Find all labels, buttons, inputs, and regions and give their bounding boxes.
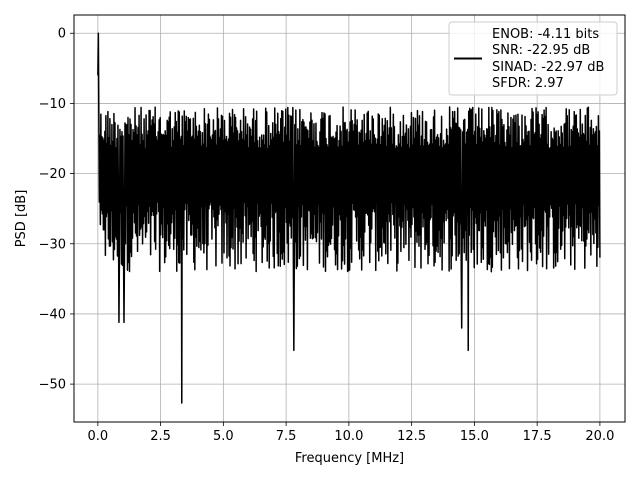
x-axis-label: Frequency [MHz]: [295, 451, 404, 466]
psd-trace-line: [97, 32, 601, 404]
y-axis-ticks: 0 −10 −20 −30 −40 −50: [39, 27, 74, 393]
psd-series: [97, 32, 601, 404]
y-tick-label: −10: [39, 97, 66, 112]
y-tick-label: 0: [58, 27, 66, 42]
y-tick-label: −50: [39, 378, 66, 393]
x-tick-label: 0.0: [88, 429, 109, 444]
legend-sfdr: SFDR: 2.97: [492, 76, 564, 91]
legend: ENOB: -4.11 bits SNR: -22.95 dB SINAD: -…: [448, 21, 618, 96]
y-tick-label: −20: [39, 167, 66, 182]
x-tick-label: 15.0: [460, 429, 489, 444]
legend-snr: SNR: -22.95 dB: [492, 43, 590, 58]
legend-box: [448, 21, 618, 96]
y-tick-label: −40: [39, 307, 66, 322]
x-tick-label: 2.5: [150, 429, 171, 444]
legend-enob: ENOB: -4.11 bits: [492, 27, 599, 42]
x-axis-ticks: 0.0 2.5 5.0 7.5 10.0 12.5 15.0 17.5 20.0: [88, 422, 614, 444]
x-tick-label: 5.0: [213, 429, 234, 444]
y-tick-label: −30: [39, 237, 66, 252]
x-tick-label: 20.0: [585, 429, 614, 444]
x-tick-label: 7.5: [276, 429, 297, 444]
x-tick-label: 17.5: [523, 429, 552, 444]
x-tick-label: 10.0: [334, 429, 363, 444]
legend-sinad: SINAD: -22.97 dB: [492, 60, 604, 75]
y-axis-label: PSD [dB]: [14, 190, 29, 248]
x-tick-label: 12.5: [397, 429, 426, 444]
plot-frame: [73, 14, 626, 423]
